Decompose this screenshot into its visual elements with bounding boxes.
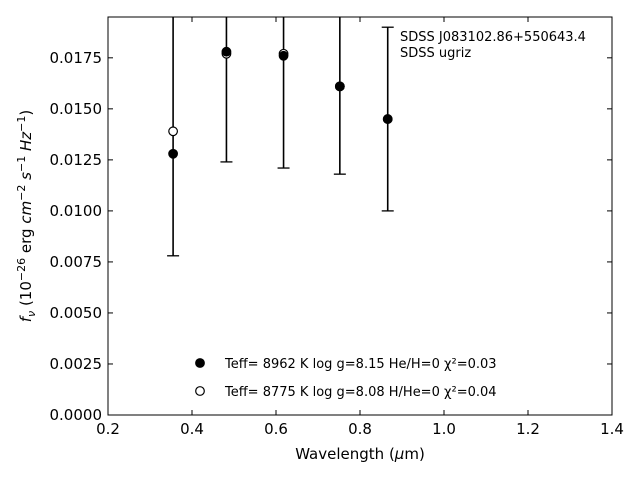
data-markers [168, 46, 393, 159]
y-axis-label: fν (10−26 erg cm−2 s−1 Hz−1) [15, 110, 38, 323]
y-tick-label: 0.0075 [50, 253, 103, 271]
legend-filled-marker [195, 358, 205, 368]
object-name-annotation: SDSS J083102.86+550643.4 [400, 30, 586, 45]
x-tick-label: 1.4 [600, 420, 624, 438]
x-tick-label: 1.0 [432, 420, 456, 438]
filled-marker [221, 46, 232, 57]
y-tick-label: 0.0150 [50, 100, 103, 118]
legend: Teff= 8962 K log g=8.15 He/H=0 χ²=0.03 Te… [195, 357, 497, 400]
legend-entry-1: Teff= 8775 K log g=8.08 H/He=0 χ²=0.04 [224, 385, 497, 400]
x-tick-label: 0.2 [96, 420, 120, 438]
y-tick-label: 0.0100 [50, 202, 103, 220]
y-tick-label: 0.0175 [50, 49, 103, 67]
x-tick-label: 0.8 [348, 420, 372, 438]
filled-marker [168, 148, 179, 159]
legend-entry-0: Teff= 8962 K log g=8.15 He/H=0 χ²=0.03 [224, 357, 497, 372]
y-tick-label: 0.0125 [50, 151, 103, 169]
photometry-system-annotation: SDSS ugriz [400, 46, 471, 61]
y-tick-label: 0.0000 [50, 406, 103, 424]
y-tick-label: 0.0050 [50, 304, 103, 322]
x-axis-label: Wavelength (μm) [295, 445, 425, 463]
filled-marker [382, 114, 393, 124]
plot-frame [107, 16, 613, 416]
x-axis-ticks: 0.2 0.4 0.6 0.8 1.0 1.2 1.4 [96, 17, 624, 438]
legend-open-marker [195, 386, 205, 396]
y-tick-label: 0.0025 [50, 355, 103, 373]
open-marker [168, 126, 179, 137]
x-tick-label: 0.4 [180, 420, 204, 438]
x-tick-label: 0.6 [264, 420, 288, 438]
y-axis-ticks: 0.0000 0.0025 0.0050 0.0075 0.0100 0.0125 0.01… [50, 49, 612, 424]
filled-marker [278, 50, 289, 61]
filled-marker [334, 81, 345, 92]
x-tick-label: 1.2 [516, 420, 540, 438]
